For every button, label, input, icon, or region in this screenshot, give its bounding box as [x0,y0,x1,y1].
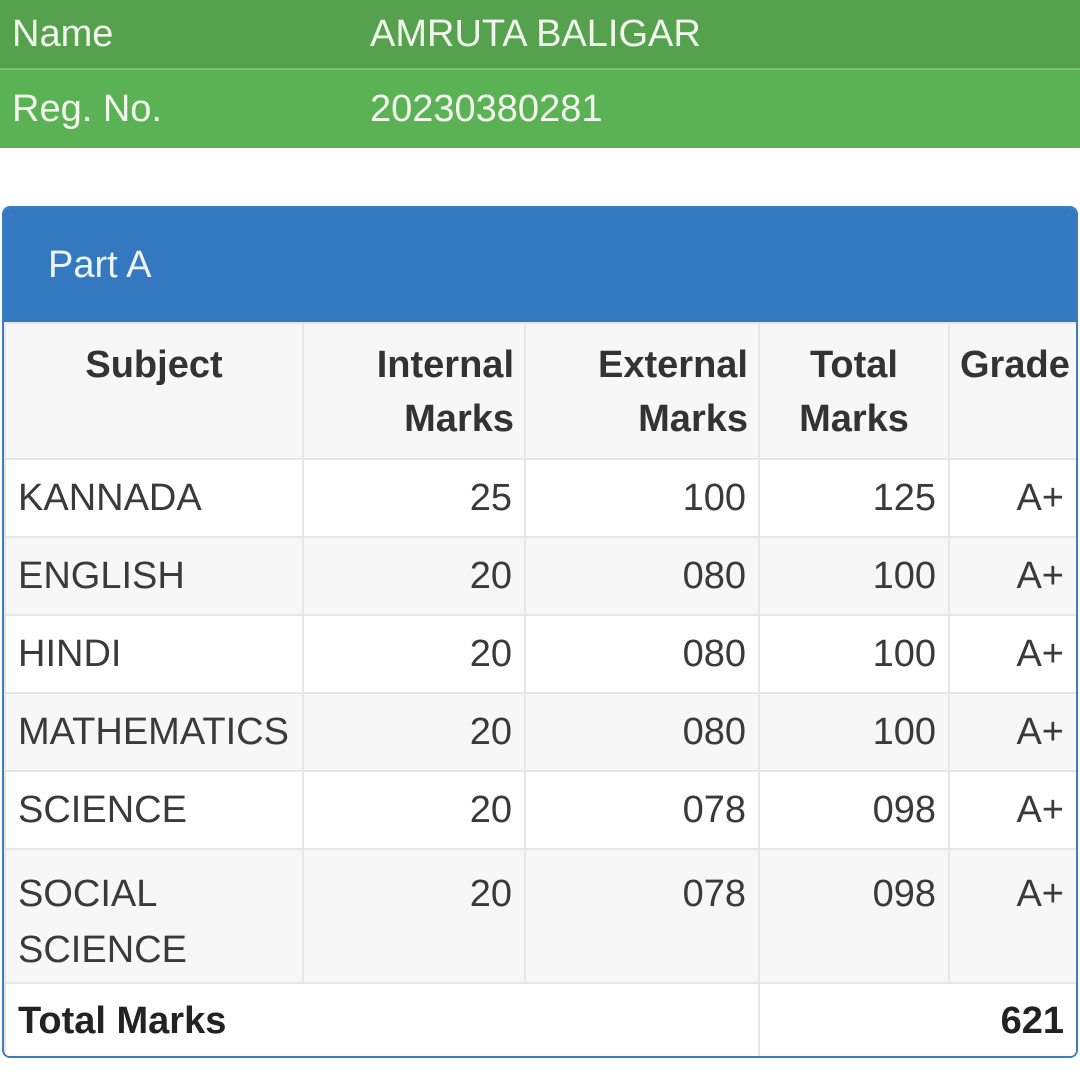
table-row: MATHEMATICS 20 080 100 A+ [4,692,1076,772]
external-marks-cell: 080 [524,614,760,694]
header-external-marks: External Marks [524,322,760,460]
header-internal-marks: Internal Marks [302,322,526,460]
panel-title: Part A [4,208,1076,322]
internal-marks-cell: 20 [302,614,526,694]
name-row: Name AMRUTA BALIGAR [0,0,1080,70]
table-row: ENGLISH 20 080 100 A+ [4,536,1076,616]
name-label: Name [12,12,114,55]
table-row: HINDI 20 080 100 A+ [4,614,1076,694]
subject-cell: ENGLISH [4,536,304,616]
name-value: AMRUTA BALIGAR [370,12,701,55]
total-marks-value: 621 [758,982,1076,1056]
grade-cell: A+ [948,848,1076,984]
grade-cell: A+ [948,458,1076,538]
header-total-marks: Total Marks [758,322,950,460]
table-row: KANNADA 25 100 125 A+ [4,458,1076,538]
internal-marks-cell: 20 [302,692,526,772]
marks-table: Subject Internal Marks External Marks Tota… [4,322,1076,1056]
subject-cell: MATHEMATICS [4,692,304,772]
subject-cell: SCIENCE [4,770,304,850]
total-marks-cell: 098 [758,848,950,984]
internal-marks-cell: 20 [302,770,526,850]
reg-value: 20230380281 [370,87,603,130]
external-marks-cell: 078 [524,848,760,984]
subject-cell: KANNADA [4,458,304,538]
subject-cell: HINDI [4,614,304,694]
total-marks-cell: 100 [758,536,950,616]
internal-marks-cell: 20 [302,536,526,616]
grade-cell: A+ [948,614,1076,694]
marks-panel: Part A Subject Internal Marks External Mar… [2,206,1078,1058]
external-marks-cell: 100 [524,458,760,538]
external-marks-cell: 080 [524,536,760,616]
student-info: Name AMRUTA BALIGAR Reg. No. 20230380281 [0,0,1080,148]
table-row: SOCIAL SCIENCE 20 078 098 A+ [4,848,1076,984]
grade-cell: A+ [948,536,1076,616]
header-subject: Subject [4,322,304,460]
internal-marks-cell: 25 [302,458,526,538]
grade-cell: A+ [948,692,1076,772]
external-marks-cell: 078 [524,770,760,850]
table-row: SCIENCE 20 078 098 A+ [4,770,1076,850]
reg-label: Reg. No. [12,87,162,130]
external-marks-cell: 080 [524,692,760,772]
grade-cell: A+ [948,770,1076,850]
internal-marks-cell: 20 [302,848,526,984]
total-marks-cell: 100 [758,692,950,772]
total-marks-label: Total Marks [4,982,760,1056]
reg-row: Reg. No. 20230380281 [0,70,1080,148]
total-marks-cell: 125 [758,458,950,538]
total-row: Total Marks 621 [4,982,1076,1056]
subject-cell: SOCIAL SCIENCE [4,848,304,984]
total-marks-cell: 100 [758,614,950,694]
table-header-row: Subject Internal Marks External Marks Tota… [4,322,1076,460]
header-grade: Grade [948,322,1076,460]
total-marks-cell: 098 [758,770,950,850]
